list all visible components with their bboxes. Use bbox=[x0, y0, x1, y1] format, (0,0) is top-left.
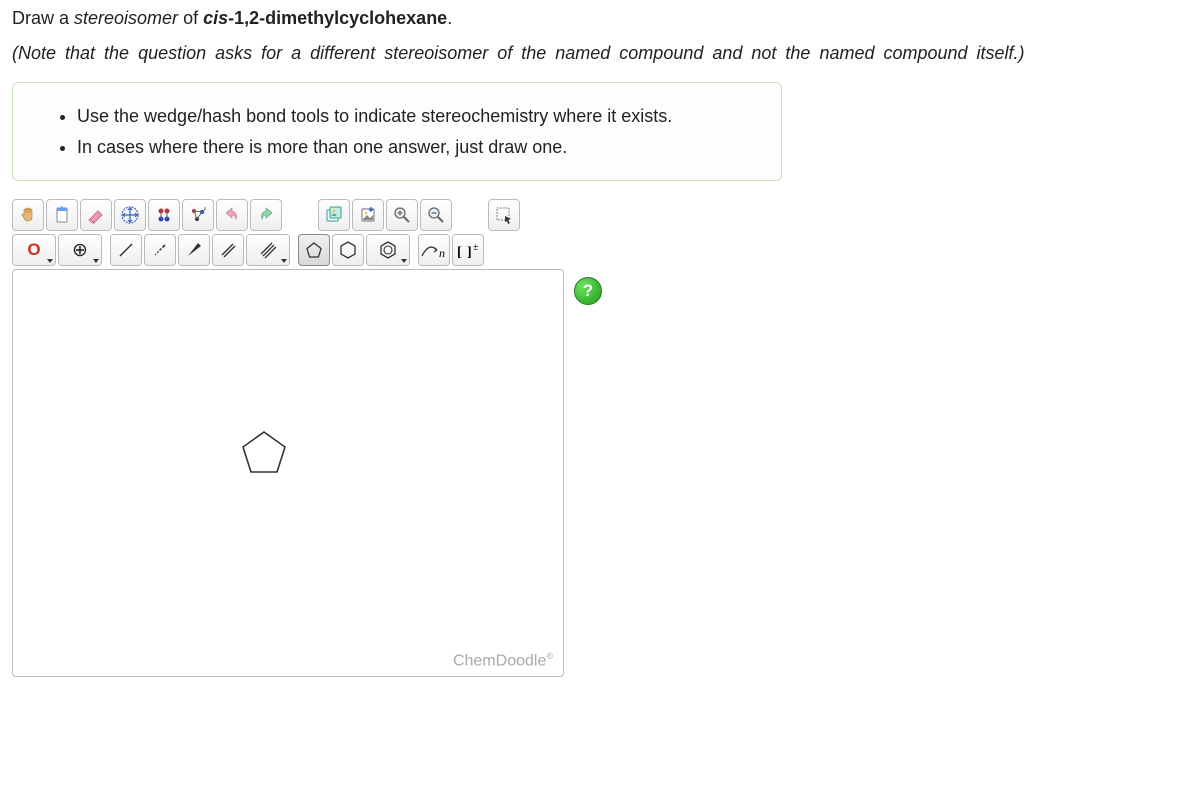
chem-view-icon bbox=[154, 205, 174, 225]
cyclopentane-tool[interactable] bbox=[298, 234, 330, 266]
spacer bbox=[292, 234, 296, 266]
zoom-in-icon bbox=[392, 205, 412, 225]
paste-icon bbox=[52, 205, 72, 225]
benzene-tool[interactable] bbox=[366, 234, 410, 266]
chem-editor: O ⊕ bbox=[12, 199, 632, 677]
hexagon-icon bbox=[338, 240, 358, 260]
single-bond-icon bbox=[116, 240, 136, 260]
spacer bbox=[412, 234, 416, 266]
chevron-down-icon bbox=[47, 259, 53, 263]
spacer bbox=[104, 234, 108, 266]
marquee-tool[interactable] bbox=[488, 199, 520, 231]
svg-text:±: ± bbox=[473, 242, 479, 253]
question-of: of bbox=[178, 8, 203, 28]
chem-view-tool[interactable] bbox=[148, 199, 180, 231]
toolbar-row-2: O ⊕ bbox=[12, 234, 632, 266]
charge-plus-tool[interactable]: ⊕ bbox=[58, 234, 102, 266]
svg-text:[: [ bbox=[457, 245, 462, 260]
paste-image-tool[interactable] bbox=[352, 199, 384, 231]
curve-arrow-tool[interactable]: n bbox=[418, 234, 450, 266]
marquee-icon bbox=[494, 205, 514, 225]
paste-tool[interactable] bbox=[46, 199, 78, 231]
drawing-canvas[interactable]: ChemDoodle® bbox=[12, 269, 564, 677]
canvas-row: ChemDoodle® ? bbox=[12, 269, 632, 677]
zoom-in-tool[interactable] bbox=[386, 199, 418, 231]
plus-label: ⊕ bbox=[72, 239, 88, 262]
chem-3d-icon bbox=[188, 205, 208, 225]
question-note: (Note that the question asks for a diffe… bbox=[12, 43, 1188, 64]
brand-label: ChemDoodle® bbox=[453, 651, 553, 670]
triple-bond-icon bbox=[258, 240, 278, 260]
eraser-icon bbox=[86, 205, 106, 225]
instruction-item: Use the wedge/hash bond tools to indicat… bbox=[77, 101, 755, 132]
double-bond-tool[interactable] bbox=[212, 234, 244, 266]
bracket-charge-tool[interactable]: [ ] ± bbox=[452, 234, 484, 266]
pentagon-icon bbox=[304, 240, 324, 260]
help-label: ? bbox=[583, 281, 593, 301]
oxygen-label: O bbox=[27, 240, 40, 260]
single-bond-tool[interactable] bbox=[110, 234, 142, 266]
undo-icon bbox=[222, 205, 242, 225]
redo-icon bbox=[256, 205, 276, 225]
svg-text:]: ] bbox=[467, 245, 472, 260]
element-oxygen-tool[interactable]: O bbox=[12, 234, 56, 266]
hash-bond-icon bbox=[150, 240, 170, 260]
triple-bond-tool[interactable] bbox=[246, 234, 290, 266]
brand-reg: ® bbox=[546, 651, 553, 661]
chevron-down-icon bbox=[401, 259, 407, 263]
hand-tool[interactable] bbox=[12, 199, 44, 231]
eraser-tool[interactable] bbox=[80, 199, 112, 231]
wedge-bond-icon bbox=[184, 240, 204, 260]
chevron-down-icon bbox=[281, 259, 287, 263]
move-icon bbox=[120, 205, 140, 225]
move-tool[interactable] bbox=[114, 199, 146, 231]
wedge-bond-tool[interactable] bbox=[178, 234, 210, 266]
chem-3d-tool[interactable] bbox=[182, 199, 214, 231]
question-period: . bbox=[447, 8, 452, 28]
brand-name: ChemDoodle bbox=[453, 652, 546, 669]
redo-tool[interactable] bbox=[250, 199, 282, 231]
paste-image-icon bbox=[358, 205, 378, 225]
hand-icon bbox=[18, 205, 38, 225]
curve-n-label: n bbox=[439, 246, 445, 260]
curve-arrow-icon: n bbox=[419, 240, 449, 260]
zoom-out-tool[interactable] bbox=[420, 199, 452, 231]
copy-image-tool[interactable] bbox=[318, 199, 350, 231]
instruction-item: In cases where there is more than one an… bbox=[77, 132, 755, 163]
undo-tool[interactable] bbox=[216, 199, 248, 231]
drawn-pentagon bbox=[239, 428, 289, 478]
chevron-down-icon bbox=[93, 259, 99, 263]
question-prefix: Draw a bbox=[12, 8, 74, 28]
copy-image-icon bbox=[324, 205, 344, 225]
help-button[interactable]: ? bbox=[574, 277, 602, 305]
bracket-icon: [ ] ± bbox=[453, 240, 483, 260]
question-compound: -1,2-dimethylcyclohexane bbox=[228, 8, 447, 28]
question-cis: cis bbox=[203, 8, 228, 28]
help-column: ? bbox=[564, 269, 602, 305]
cyclohexane-tool[interactable] bbox=[332, 234, 364, 266]
benzene-icon bbox=[378, 240, 398, 260]
double-bond-icon bbox=[218, 240, 238, 260]
question-text: Draw a stereoisomer of cis-1,2-dimethylc… bbox=[12, 8, 1188, 29]
hash-bond-tool[interactable] bbox=[144, 234, 176, 266]
question-stereoisomer: stereoisomer bbox=[74, 8, 178, 28]
toolbar-row-1 bbox=[12, 199, 632, 231]
zoom-out-icon bbox=[426, 205, 446, 225]
instructions-box: Use the wedge/hash bond tools to indicat… bbox=[12, 82, 782, 181]
